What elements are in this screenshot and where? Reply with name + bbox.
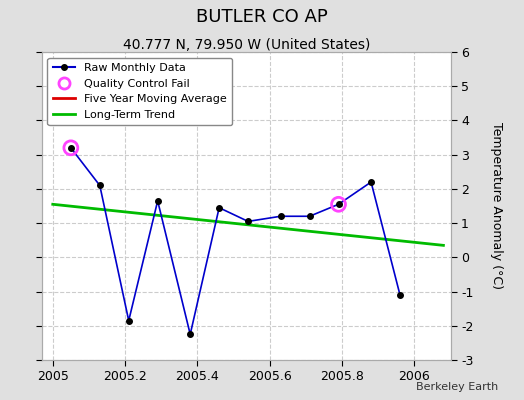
Y-axis label: Temperature Anomaly (°C): Temperature Anomaly (°C) — [490, 122, 503, 290]
Text: Berkeley Earth: Berkeley Earth — [416, 382, 498, 392]
Point — [67, 145, 75, 151]
Title: 40.777 N, 79.950 W (United States): 40.777 N, 79.950 W (United States) — [123, 38, 370, 52]
Legend: Raw Monthly Data, Quality Control Fail, Five Year Moving Average, Long-Term Tren: Raw Monthly Data, Quality Control Fail, … — [48, 58, 233, 125]
Point — [334, 201, 343, 208]
Text: BUTLER CO AP: BUTLER CO AP — [196, 8, 328, 26]
